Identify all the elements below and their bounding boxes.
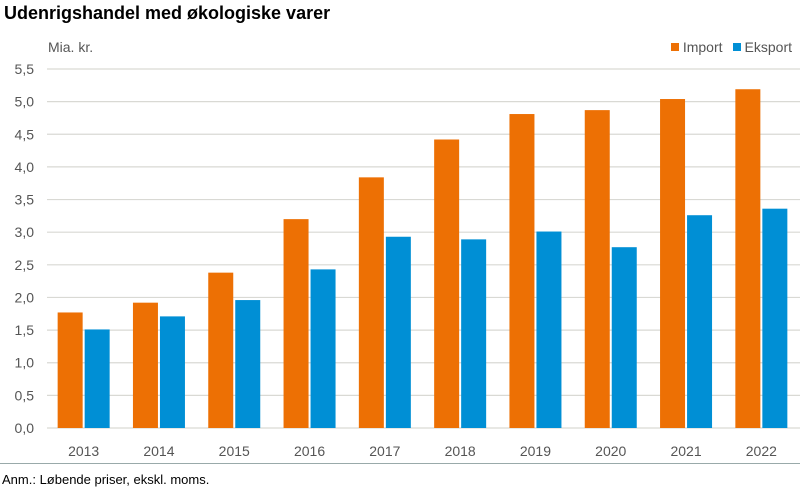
bar-eksport-2016	[310, 269, 336, 428]
x-tick-label: 2022	[746, 443, 777, 459]
bar-eksport-2017	[385, 236, 411, 428]
bar-import-2020	[584, 110, 610, 428]
x-tick-label: 2013	[68, 443, 99, 459]
bar-eksport-2013	[84, 329, 110, 428]
bar-eksport-2018	[461, 239, 487, 428]
x-tick-label: 2021	[670, 443, 701, 459]
bar-eksport-2015	[235, 300, 261, 428]
x-tick-label: 2018	[445, 443, 476, 459]
legend: Import Eksport	[670, 39, 792, 55]
legend-swatch-import	[670, 43, 679, 51]
bar-import-2022	[735, 89, 761, 428]
x-tick-label: 2019	[520, 443, 551, 459]
bar-chart: 0,0 0,5 1,0 1,5 2,0 2,5 3,0 3,5 4,0 4,5 5,0 5,5 2013…	[15, 61, 800, 459]
y-tick-label: 3,0	[15, 224, 35, 240]
bar-eksport-2019	[536, 231, 562, 428]
y-tick-label: 5,5	[15, 61, 35, 77]
bar-import-2015	[208, 272, 234, 428]
bar-import-2016	[283, 219, 309, 428]
bar-eksport-2014	[159, 316, 185, 428]
x-tick-label: 2020	[595, 443, 626, 459]
footer-divider	[0, 463, 800, 464]
bar-eksport-2022	[762, 208, 788, 428]
bar-import-2021	[660, 99, 686, 428]
legend-item-import: Import	[670, 39, 723, 55]
x-tick-label: 2016	[294, 443, 325, 459]
bar-eksport-2020	[611, 247, 637, 428]
bar-import-2013	[57, 312, 83, 428]
y-tick-label: 1,0	[15, 355, 35, 371]
y-tick-label: 4,0	[15, 159, 35, 175]
y-tick-label: 2,0	[15, 289, 35, 305]
y-tick-label: 2,5	[15, 257, 35, 273]
bar-import-2019	[509, 114, 535, 429]
y-tick-label: 5,0	[15, 94, 35, 110]
y-tick-label: 3,5	[15, 192, 35, 208]
y-axis-label: Mia. kr.	[48, 39, 94, 55]
x-tick-label: 2014	[143, 443, 174, 459]
y-tick-label: 0,0	[15, 420, 35, 436]
x-tick-label: 2017	[369, 443, 400, 459]
bar-import-2018	[434, 139, 460, 428]
x-tick-label: 2015	[219, 443, 250, 459]
bar-eksport-2021	[687, 215, 713, 428]
chart-title: Udenrigshandel med økologiske varer	[4, 3, 331, 23]
legend-label-eksport: Eksport	[744, 39, 792, 55]
legend-item-eksport: Eksport	[732, 39, 792, 55]
y-tick-label: 1,5	[15, 322, 35, 338]
legend-label-import: Import	[682, 39, 723, 55]
y-tick-label: 0,5	[15, 387, 35, 403]
bar-import-2017	[358, 177, 384, 428]
footnote: Anm.: Løbende priser, ekskl. moms.	[2, 472, 210, 487]
bar-import-2014	[132, 302, 158, 428]
legend-swatch-eksport	[732, 43, 741, 51]
y-tick-label: 4,5	[15, 126, 35, 142]
